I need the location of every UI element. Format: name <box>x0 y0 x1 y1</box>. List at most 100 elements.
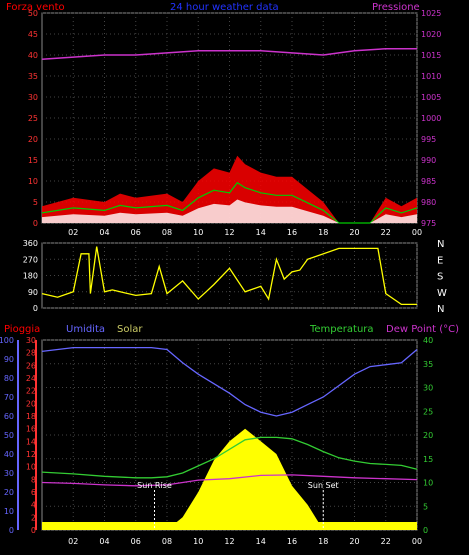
humidity-y-tick: 20 <box>4 488 14 497</box>
pressure-y-tick: 980 <box>421 198 436 207</box>
humidity-y-tick: 0 <box>9 526 14 535</box>
pressure-title: Pressione <box>372 2 420 13</box>
temperature-y-tick: 0 <box>423 526 428 535</box>
direction-y-tick: 0 <box>33 304 38 313</box>
pressure-y-tick: 985 <box>421 177 436 186</box>
humidity-y-tick: 70 <box>4 393 14 402</box>
rain-y-tick: 2 <box>31 513 36 522</box>
pressure-y-tick: 1020 <box>421 30 441 39</box>
wind-title: Forza vento <box>6 2 65 13</box>
chart-title: 24 hour weather data <box>170 2 279 13</box>
humidity-y-tick: 10 <box>4 507 14 516</box>
wind-x-tick: 10 <box>193 228 203 237</box>
temperature-y-tick: 15 <box>423 455 433 464</box>
temperature-y-tick: 30 <box>423 384 433 393</box>
wind-y-tick: 20 <box>28 135 38 144</box>
wind-low-area <box>42 199 417 223</box>
pressure-y-tick: 1025 <box>421 9 441 18</box>
direction-y-tick: 180 <box>23 272 38 281</box>
main-x-tick: 12 <box>224 537 234 546</box>
wind-y-tick: 0 <box>33 219 38 228</box>
humidity-y-tick: 50 <box>4 431 14 440</box>
pressure-y-tick: 1015 <box>421 51 441 60</box>
wind-x-tick: 06 <box>131 228 141 237</box>
temperature-y-tick: 5 <box>423 502 428 511</box>
main-x-tick: 16 <box>287 537 297 546</box>
main-x-tick: 18 <box>318 537 328 546</box>
humidity-y-tick: 90 <box>4 355 14 364</box>
main-x-tick: 06 <box>131 537 141 546</box>
wind-y-tick: 5 <box>33 198 38 207</box>
pressure-line <box>41 47 417 60</box>
pressure-y-tick: 990 <box>421 156 436 165</box>
humidity-line <box>41 346 418 417</box>
direction-compass-label: S <box>437 272 443 283</box>
main-x-tick: 10 <box>193 537 203 546</box>
wind-x-tick: 18 <box>318 228 328 237</box>
rain-y-tick: 16 <box>26 425 36 434</box>
direction-compass-label: W <box>437 288 447 299</box>
wind-y-tick: 30 <box>28 93 38 102</box>
direction-y-tick: 360 <box>23 239 38 248</box>
rain-y-tick: 4 <box>31 501 36 510</box>
rain-y-tick: 22 <box>26 387 36 396</box>
temperature-line <box>41 436 418 479</box>
direction-compass-label: N <box>437 304 444 315</box>
rain-y-tick: 26 <box>26 361 36 370</box>
humidity-y-tick: 40 <box>4 450 14 459</box>
pressure-y-tick: 1005 <box>421 93 441 102</box>
rain-y-tick: 20 <box>26 399 36 408</box>
rain-y-tick: 6 <box>31 488 36 497</box>
wind-y-tick: 25 <box>28 114 38 123</box>
rain-y-tick: 8 <box>31 475 36 484</box>
wind-gust-area <box>42 155 417 223</box>
main-x-tick: 14 <box>256 537 266 546</box>
wind-x-tick: 02 <box>68 228 78 237</box>
temperature-y-tick: 35 <box>423 360 433 369</box>
wind-x-tick: 12 <box>224 228 234 237</box>
rain-y-tick: 28 <box>26 349 36 358</box>
sun-rise-label: Sun Rise <box>137 481 172 490</box>
dewpoint-title: Dew Point (°C) <box>386 324 459 335</box>
rain-y-tick: 10 <box>26 463 36 472</box>
wind-y-tick: 40 <box>28 51 38 60</box>
wind-y-tick: 50 <box>28 9 38 18</box>
wind-x-tick: 20 <box>349 228 359 237</box>
humidity-y-tick: 30 <box>4 469 14 478</box>
temperature-y-tick: 10 <box>423 479 433 488</box>
wind-x-tick: 14 <box>256 228 266 237</box>
solar-area <box>167 428 339 530</box>
temperature-title: Temperatura <box>309 324 374 335</box>
wind-y-tick: 15 <box>28 156 38 165</box>
direction-compass-label: E <box>437 255 443 266</box>
pressure-y-tick: 975 <box>421 219 436 228</box>
direction-compass-label: N <box>437 239 444 250</box>
direction-y-tick: 90 <box>28 288 38 297</box>
rain-y-tick: 18 <box>26 412 36 421</box>
main-x-tick: 20 <box>349 537 359 546</box>
temperature-y-tick: 25 <box>423 407 433 416</box>
wind-x-tick: 08 <box>162 228 172 237</box>
pressure-y-tick: 995 <box>421 135 436 144</box>
pressure-y-tick: 1000 <box>421 114 441 123</box>
humidity-y-tick: 100 <box>0 336 14 345</box>
wind-x-tick: 16 <box>287 228 297 237</box>
direction-y-tick: 270 <box>23 255 38 264</box>
rain-y-tick: 14 <box>26 437 36 446</box>
temperature-y-tick: 40 <box>423 336 433 345</box>
sun-set-label: Sun Set <box>308 481 339 490</box>
wind-x-tick: 00 <box>412 228 422 237</box>
rain-y-tick: 12 <box>26 450 36 459</box>
wind-y-tick: 10 <box>28 177 38 186</box>
rain-y-tick: 30 <box>26 336 36 345</box>
rain-y-tick: 0 <box>31 526 36 535</box>
direction-line <box>41 246 417 306</box>
humidity-y-tick: 60 <box>4 412 14 421</box>
dewpoint-line <box>41 474 418 487</box>
main-x-tick: 00 <box>412 537 422 546</box>
pressure-y-tick: 1010 <box>421 72 441 81</box>
wind-average-line <box>41 181 418 224</box>
humidity-y-tick: 80 <box>4 374 14 383</box>
main-x-tick: 04 <box>99 537 109 546</box>
